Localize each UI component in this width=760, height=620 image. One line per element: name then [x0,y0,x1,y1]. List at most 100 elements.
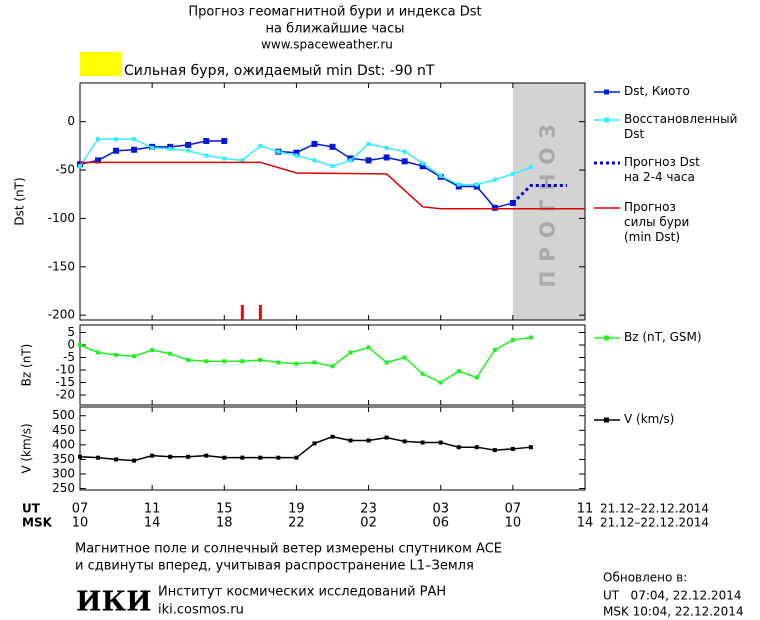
y-tick-label: -15 [55,375,75,389]
y-tick-label: -50 [55,163,75,177]
y-tick-label: -200 [48,308,75,322]
point [329,143,336,150]
point [402,439,407,444]
forecast-label: ПРОГНОЗ [535,115,559,287]
point [383,154,390,161]
point [510,338,515,342]
point [348,350,353,355]
x-tick-label: 23 [360,502,377,517]
point [330,434,335,439]
x-tick-label: 11 [144,502,161,517]
x-tick-label: 14 [144,516,161,531]
point [276,149,281,154]
point [330,364,335,369]
note: Магнитное поле и солнечный ветер измерен… [75,542,502,557]
point [474,182,479,187]
legend-label: Прогноз силы бури (min Dst) [624,200,690,244]
legend-marker [604,117,609,123]
point [419,163,426,170]
point [528,445,533,450]
point [456,445,461,450]
point [240,158,245,163]
institute: Институт космических исследований РАН [158,585,446,600]
point [492,448,497,453]
point [491,204,498,211]
point [384,360,389,365]
x-dates: 21.12–22.12.2014 [600,502,709,516]
legend-marker [604,335,609,341]
point [312,441,317,446]
point [132,137,137,142]
x-tick-label: 03 [432,502,449,517]
point [222,455,227,460]
point [384,435,389,440]
point [95,157,102,164]
y-tick-label: -10 [55,363,75,377]
point [168,351,173,356]
point [240,359,245,364]
x-tick-label: 19 [288,502,305,517]
point [168,454,173,459]
point [438,380,443,385]
legend-label: Прогноз Dst на 2-4 часа [624,155,700,184]
point [401,158,408,165]
point [132,458,137,463]
point [186,148,191,153]
point [402,355,407,360]
y-tick-label: -100 [48,211,75,225]
point [131,146,138,153]
y-axis-label: Dst (nT) [13,177,27,225]
point [420,371,425,376]
point [186,454,191,459]
logo: ИКИ [76,587,152,618]
point [474,375,479,380]
y-tick-label: 0 [67,114,75,128]
updated-msk: MSK 10:04, 22.12.2014 [603,605,744,619]
point [258,455,263,460]
x-tick-label: 10 [72,516,89,531]
series-line [80,161,585,210]
point [258,358,263,362]
point [510,446,515,451]
point [438,440,443,445]
x-tick-label: 07 [72,502,89,517]
forecast-region [512,83,585,320]
point [203,138,210,145]
point [150,348,155,352]
x-tick-label: 15 [216,502,233,517]
point [276,360,281,365]
point [438,173,443,178]
point [293,149,300,156]
point [150,453,155,458]
point [240,455,245,460]
point [221,138,228,145]
point [492,177,497,182]
point [366,345,371,350]
point [96,350,101,355]
x-tick-label: 11 [577,502,594,517]
point [312,158,317,163]
title: Прогноз геомагнитной бури и индекса Dst [188,5,481,20]
point [294,455,299,460]
point [78,343,82,347]
point [222,359,227,364]
point [96,137,101,142]
y-tick-label: 300 [52,466,75,480]
point [366,438,371,443]
point [420,440,425,445]
note: и сдвинуты вперед, учитывая распростране… [75,559,474,574]
point [113,147,120,154]
y-axis-label: V (km/s) [20,423,34,473]
legend-label: Dst, Киото [624,84,690,98]
point [114,457,119,462]
y-tick-label: 450 [52,423,75,437]
point [348,438,353,443]
point [168,146,173,151]
point [528,165,533,170]
panel-frame [79,406,586,491]
series-line [511,184,567,205]
x-tick-label: 22 [288,516,305,531]
point [311,140,318,147]
point [186,358,191,362]
point [528,335,533,340]
